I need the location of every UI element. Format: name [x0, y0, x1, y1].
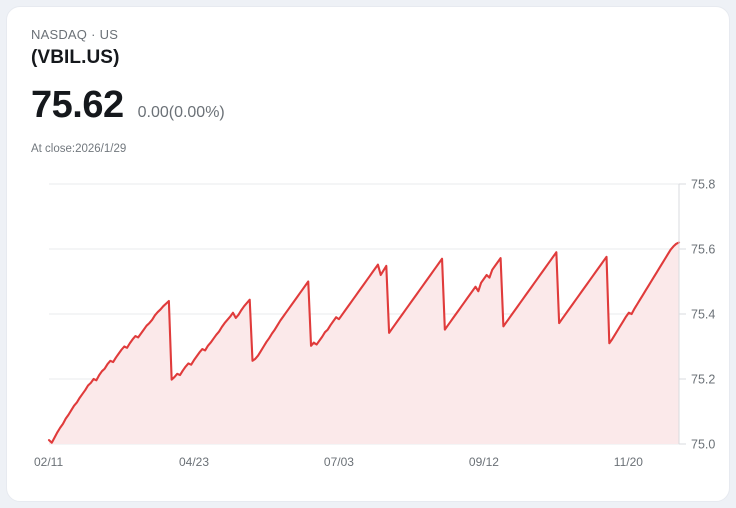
y-axis-label: 75.2 — [691, 373, 715, 387]
price-area-fill — [49, 242, 679, 444]
y-axis-label: 75.6 — [691, 243, 715, 257]
exchange-name: NASDAQ — [31, 27, 88, 42]
price-chart[interactable]: 75.0 75.2 75.4 75.6 75.8 02/11 04/23 07/03 09/1… — [7, 167, 730, 487]
x-axis-label: 02/11 — [34, 455, 63, 469]
x-axis-label: 11/20 — [614, 455, 643, 469]
x-axis-label: 07/03 — [324, 455, 354, 469]
quote-card: NASDAQ · US (VBIL.US) 75.62 0.00(0.00%) At… — [6, 6, 730, 502]
x-axis-labels: 02/11 04/23 07/03 09/12 11/20 — [34, 455, 643, 469]
quote-header: NASDAQ · US (VBIL.US) 75.62 0.00(0.00%) At… — [7, 7, 225, 156]
y-axis-label: 75.0 — [691, 438, 715, 452]
price-line — [47, 241, 681, 444]
chart-canvas[interactable]: 75.0 75.2 75.4 75.6 75.8 02/11 04/23 07/03 09/1… — [7, 167, 730, 487]
market-status: At close:2026/1/29 — [31, 143, 127, 155]
y-axis-labels: 75.0 75.2 75.4 75.6 75.8 — [691, 178, 715, 452]
ticker-symbol: (VBIL.US) — [31, 47, 120, 68]
last-price: 75.62 — [31, 84, 124, 126]
x-axis-label: 04/23 — [179, 455, 209, 469]
y-axis-label: 75.4 — [691, 308, 715, 322]
region-label: US — [99, 27, 119, 42]
price-row: 75.62 0.00(0.00%) — [31, 84, 225, 126]
y-axis-label: 75.8 — [691, 178, 715, 192]
separator-dot: · — [91, 27, 96, 42]
price-change: 0.00(0.00%) — [137, 104, 225, 121]
exchange-row: NASDAQ · US — [31, 27, 225, 43]
x-axis-label: 09/12 — [469, 455, 499, 469]
